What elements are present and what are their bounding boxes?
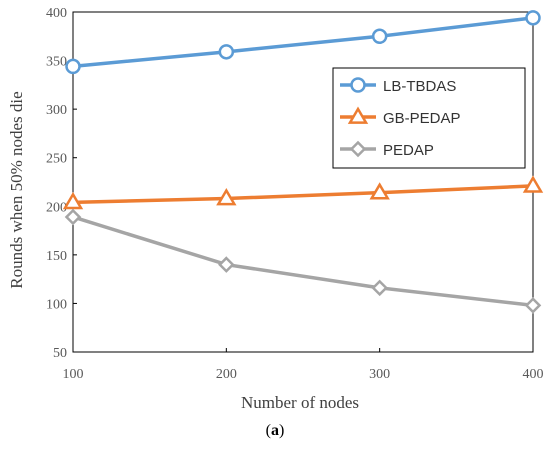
legend-marker	[349, 140, 367, 158]
series-layer	[62, 10, 544, 314]
data-point	[65, 58, 81, 75]
y-tick-label: 150	[46, 249, 67, 264]
figure-caption: (a)	[265, 422, 285, 439]
x-tick-label: 400	[523, 367, 544, 382]
data-point	[218, 256, 235, 273]
line-chart: 50 100 150 200 250 300 350 400 100 200 300 400 Rou…	[7, 6, 544, 412]
series-line	[72, 16, 534, 69]
y-tick-label: 200	[46, 200, 67, 215]
data-point	[371, 28, 388, 45]
legend-item: PEDAP	[340, 140, 434, 159]
legend: LB-TBDAS GB-PEDAP PEDAP	[332, 67, 526, 169]
series-gb-pedap	[62, 175, 544, 210]
y-tick-label: 300	[46, 103, 67, 118]
y-tick-labels: 50 100 150 200 250 300 350 400	[46, 6, 67, 361]
legend-label: GB-PEDAP	[383, 110, 461, 127]
data-point	[524, 297, 542, 314]
x-tick-labels: 100 200 300 400	[63, 367, 544, 382]
legend-item: GB-PEDAP	[340, 106, 461, 127]
series-lb-tbdas	[65, 10, 541, 75]
data-point	[64, 208, 82, 226]
x-axis-title: Number of nodes	[241, 393, 359, 412]
y-tick-label: 250	[46, 152, 67, 167]
y-tick-label: 350	[46, 55, 67, 70]
data-point	[62, 191, 84, 210]
legend-label: LB-TBDAS	[383, 78, 456, 95]
legend-marker	[347, 106, 369, 124]
y-tick-label: 50	[53, 346, 67, 361]
plot-frame	[72, 11, 534, 353]
data-point	[371, 279, 388, 297]
series-line	[72, 215, 534, 308]
legend-item: LB-TBDAS	[340, 77, 456, 95]
data-point	[216, 188, 237, 206]
x-tick-label: 100	[63, 367, 84, 382]
data-point	[522, 175, 544, 193]
plot-border	[72, 11, 534, 353]
legend-marker	[350, 77, 366, 93]
series-pedap	[64, 208, 542, 314]
x-tick-label: 200	[216, 367, 237, 382]
data-point	[218, 44, 235, 60]
x-tick-label: 300	[369, 367, 390, 382]
y-axis-title: Rounds when 50% nodes die	[7, 91, 26, 288]
legend-label: PEDAP	[383, 142, 434, 159]
data-point	[369, 182, 390, 200]
data-point	[525, 10, 541, 26]
y-tick-label: 100	[46, 297, 67, 312]
series-line	[72, 184, 534, 205]
y-tick-label: 400	[46, 6, 67, 21]
